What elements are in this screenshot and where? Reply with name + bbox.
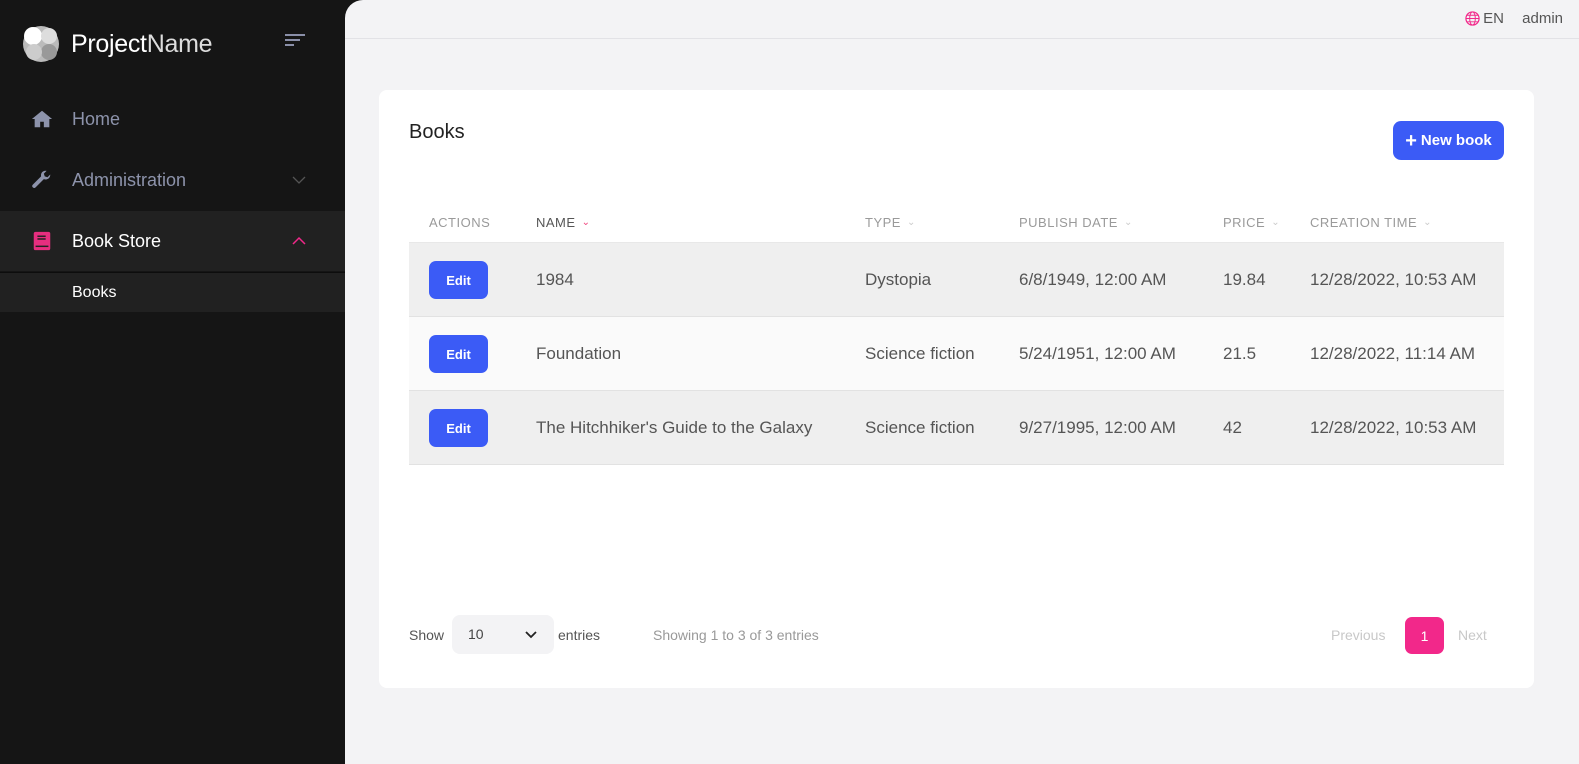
column-actions: ACTIONS xyxy=(429,215,491,230)
edit-button[interactable]: Edit xyxy=(429,409,488,447)
sort-icon: ⌄ xyxy=(1423,217,1433,228)
globe-icon xyxy=(1465,11,1480,26)
next-page-button[interactable]: Next xyxy=(1458,627,1487,643)
sidebar-item-label: Administration xyxy=(72,169,187,190)
type-cell: Science fiction xyxy=(865,418,975,437)
type-cell: Dystopia xyxy=(865,270,932,289)
new-book-button[interactable]: + New book xyxy=(1393,121,1504,160)
table-row: Edit The Hitchhiker's Guide to the Galaxy… xyxy=(409,391,1504,465)
sidebar-subitem-label: Books xyxy=(72,283,117,301)
books-card: Books + New book ACTIONS NAME ⌄ TYPE ⌄ PUBL… xyxy=(379,90,1534,688)
book-icon xyxy=(33,231,51,251)
language-label: EN xyxy=(1483,10,1504,27)
type-cell: Science fiction xyxy=(865,344,975,363)
column-price[interactable]: PRICE ⌄ xyxy=(1223,215,1281,230)
brand-logo[interactable]: ProjectName xyxy=(21,24,213,64)
brand-name: ProjectName xyxy=(71,29,213,58)
chevron-down-icon xyxy=(292,176,306,184)
publish-date-cell: 6/8/1949, 12:00 AM xyxy=(1019,270,1167,289)
chevron-up-icon xyxy=(292,236,306,245)
column-name[interactable]: NAME ⌄ xyxy=(536,215,591,230)
creation-time-cell: 12/28/2022, 10:53 AM xyxy=(1310,270,1477,289)
sort-icon: ⌄ xyxy=(906,217,916,228)
topbar: EN admin xyxy=(345,0,1579,39)
table-header: ACTIONS NAME ⌄ TYPE ⌄ PUBLISH DATE ⌄ PRICE ⌄… xyxy=(409,200,1504,243)
plus-icon: + xyxy=(1405,129,1417,152)
column-publish-date[interactable]: PUBLISH DATE ⌄ xyxy=(1019,215,1133,230)
table-row: Edit 1984 Dystopia 6/8/1949, 12:00 AM 19.84 1… xyxy=(409,243,1504,317)
price-cell: 19.84 xyxy=(1223,270,1266,289)
show-label: Show xyxy=(409,627,445,643)
table-row: Edit Foundation Science fiction 5/24/1951, … xyxy=(409,317,1504,391)
name-cell: 1984 xyxy=(536,270,574,289)
entries-label: entries xyxy=(558,627,601,643)
edit-button[interactable]: Edit xyxy=(429,261,488,299)
main-content: EN admin Books + New book ACTIONS NAME ⌄ T… xyxy=(345,0,1579,764)
sidebar-item-label: Home xyxy=(72,108,121,129)
sidebar-item-home[interactable]: Home xyxy=(0,89,345,149)
column-creation-time[interactable]: CREATION TIME ⌄ xyxy=(1310,215,1433,230)
new-book-label: New book xyxy=(1420,132,1492,149)
sort-icon: ⌄ xyxy=(581,217,591,228)
price-cell: 21.5 xyxy=(1223,344,1257,363)
creation-time-cell: 12/28/2022, 11:14 AM xyxy=(1310,344,1476,363)
sidebar: ProjectName Home Administration Book Sto… xyxy=(0,0,345,764)
sidebar-subitem-books[interactable]: Books xyxy=(0,272,345,312)
pagination-info: Showing 1 to 3 of 3 entries xyxy=(653,627,819,643)
sidebar-item-administration[interactable]: Administration xyxy=(0,150,345,210)
sort-icon: ⌄ xyxy=(1123,217,1133,228)
price-cell: 42 xyxy=(1223,418,1242,437)
page-title: Books xyxy=(409,121,465,143)
user-menu[interactable]: admin xyxy=(1522,10,1563,27)
previous-page-button[interactable]: Previous xyxy=(1331,627,1386,643)
publish-date-cell: 9/27/1995, 12:00 AM xyxy=(1019,418,1176,437)
table-footer: Show 10 entries Showing 1 to 3 of 3 entr… xyxy=(409,615,1504,655)
column-type[interactable]: TYPE ⌄ xyxy=(865,215,916,230)
sidebar-item-book-store[interactable]: Book Store xyxy=(0,211,345,271)
name-cell: The Hitchhiker's Guide to the Galaxy xyxy=(536,418,813,437)
page-size-select[interactable]: 10 xyxy=(452,615,554,654)
creation-time-cell: 12/28/2022, 10:53 AM xyxy=(1310,418,1477,437)
home-icon xyxy=(31,110,53,128)
wrench-icon xyxy=(32,170,51,188)
edit-button[interactable]: Edit xyxy=(429,335,488,373)
logo-icon xyxy=(23,26,59,62)
language-switcher[interactable]: EN xyxy=(1465,10,1504,27)
page-size-value: 10 xyxy=(468,626,484,642)
menu-toggle-icon[interactable] xyxy=(285,34,305,48)
chevron-down-icon xyxy=(525,631,537,639)
sidebar-item-label: Book Store xyxy=(72,230,162,251)
publish-date-cell: 5/24/1951, 12:00 AM xyxy=(1019,344,1176,363)
page-1-button[interactable]: 1 xyxy=(1405,617,1444,654)
name-cell: Foundation xyxy=(536,344,622,363)
sort-icon: ⌄ xyxy=(1271,217,1281,228)
books-table: ACTIONS NAME ⌄ TYPE ⌄ PUBLISH DATE ⌄ PRICE ⌄… xyxy=(409,200,1504,465)
